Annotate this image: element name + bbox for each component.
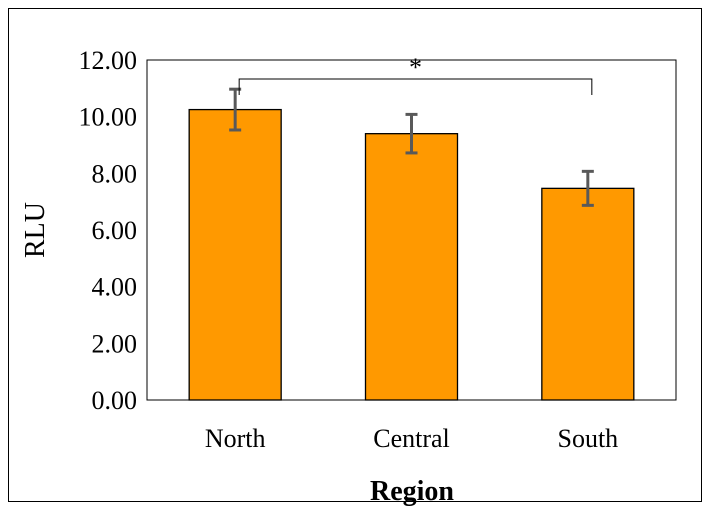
y-tick-label: 0.00 bbox=[92, 386, 138, 415]
y-tick-label: 6.00 bbox=[92, 216, 138, 245]
x-tick-label: North bbox=[205, 424, 266, 453]
bar-south bbox=[541, 187, 635, 401]
y-tick-label: 8.00 bbox=[92, 159, 138, 188]
y-tick-label: 4.00 bbox=[92, 273, 138, 302]
y-axis-title: RLU bbox=[20, 202, 51, 258]
significance-marker: * bbox=[409, 53, 422, 82]
bar-central bbox=[364, 133, 459, 401]
x-tick-label: South bbox=[557, 424, 618, 453]
y-tick-label: 2.00 bbox=[92, 329, 138, 358]
x-axis-title: Region bbox=[370, 476, 454, 507]
y-tick-label: 12.00 bbox=[79, 46, 138, 75]
y-tick-label: 10.00 bbox=[79, 103, 138, 132]
bar-north bbox=[188, 108, 282, 401]
significance-bracket bbox=[238, 78, 593, 95]
x-tick-label: Central bbox=[373, 424, 450, 453]
